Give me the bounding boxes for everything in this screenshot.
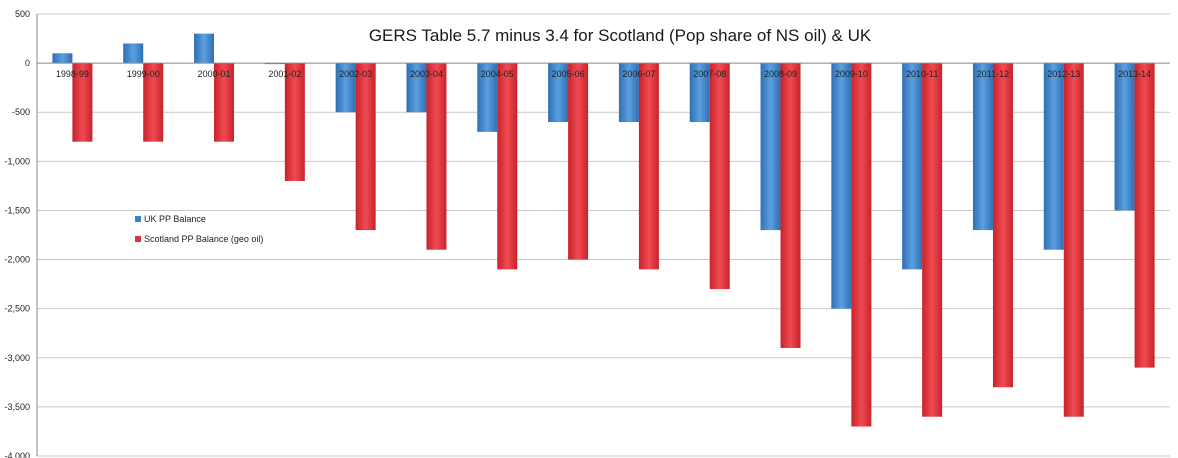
bar-series-1-1999-00	[123, 43, 144, 64]
y-tick-label: -3,000	[4, 353, 30, 363]
x-tick-label: 2013-14	[1118, 69, 1151, 79]
bar-series-1-2009-10	[831, 63, 852, 309]
bar-series-2-2000-01	[214, 63, 235, 142]
y-tick-label: -2,500	[4, 304, 30, 314]
bar-series-2-2013-14	[1134, 63, 1155, 368]
y-tick-label: 500	[15, 9, 30, 19]
bar-series-2-2007-08	[709, 63, 730, 290]
bar-series-2-2005-06	[568, 63, 589, 260]
bar-series-1-2004-05	[477, 63, 498, 132]
y-tick-label: -4,000	[4, 451, 30, 458]
x-tick-label: 2004-05	[481, 69, 514, 79]
x-tick-label: 2009-10	[835, 69, 868, 79]
bar-series-1-2012-13	[1043, 63, 1064, 250]
y-tick-label: -500	[12, 107, 30, 117]
x-tick-label: 2000-01	[198, 69, 231, 79]
bar-series-2-2001-02	[284, 63, 305, 181]
x-tick-label: 2001-02	[268, 69, 301, 79]
bar-series-2-2010-11	[922, 63, 943, 417]
bar-series-1-2001-02	[264, 63, 285, 65]
bar-series-2-2012-13	[1063, 63, 1084, 417]
axes	[36, 14, 1170, 456]
x-axis-tick-labels: 1998-99 1999-00 2000-01 2001-02 2002-03 2003-…	[56, 69, 1151, 79]
y-tick-label: 0	[25, 58, 30, 68]
x-tick-label: 2005-06	[552, 69, 585, 79]
bar-series-1-2010-11	[902, 63, 923, 270]
bar-series-1-1998-99	[52, 53, 73, 64]
x-tick-label: 2012-13	[1047, 69, 1080, 79]
x-tick-label: 2003-04	[410, 69, 443, 79]
y-tick-label: -1,000	[4, 156, 30, 166]
x-tick-label: 2007-08	[693, 69, 726, 79]
legend-label-series-2: Scotland PP Balance (geo oil)	[144, 234, 263, 244]
y-tick-label: -3,500	[4, 402, 30, 412]
legend: UK PP Balance Scotland PP Balance (geo oi…	[135, 214, 263, 244]
legend-swatch-series-1	[135, 216, 141, 222]
x-tick-label: 1999-00	[127, 69, 160, 79]
legend-swatch-series-2	[135, 236, 141, 242]
x-tick-label: 2006-07	[622, 69, 655, 79]
bar-series-2-2002-03	[355, 63, 376, 231]
bar-series-1-2003-04	[406, 63, 427, 113]
legend-label-series-1: UK PP Balance	[144, 214, 206, 224]
bar-series-1-2007-08	[689, 63, 710, 123]
x-tick-label: 2011-12	[977, 69, 1009, 79]
bar-series-1-2002-03	[335, 63, 356, 113]
bar-series-1-2000-01	[194, 33, 215, 64]
x-tick-label: 1998-99	[56, 69, 89, 79]
y-tick-label: -1,500	[4, 205, 30, 215]
bar-series-2-1998-99	[72, 63, 93, 142]
x-tick-label: 2010-11	[906, 69, 938, 79]
bar-series-1-2011-12	[972, 63, 993, 231]
bar-series-2-2009-10	[851, 63, 872, 427]
bar-series-1-2008-09	[760, 63, 781, 231]
bar-series-2-2006-07	[638, 63, 659, 270]
x-tick-label: 2002-03	[339, 69, 372, 79]
bar-series-1-2013-14	[1114, 63, 1135, 211]
bar-series-2-2011-12	[992, 63, 1013, 388]
bar-series-2-1999-00	[143, 63, 164, 142]
bar-series-2-2008-09	[780, 63, 801, 348]
bar-series-2-2003-04	[426, 63, 447, 250]
x-tick-label: 2008-09	[764, 69, 797, 79]
bar-series-1-2006-07	[618, 63, 639, 123]
chart-title: GERS Table 5.7 minus 3.4 for Scotland (P…	[369, 26, 872, 45]
y-axis-tick-labels: 500 0 -500 -1,000 -1,500 -2,000 -2,500 -3,000 -3…	[4, 9, 30, 458]
bars	[52, 33, 1155, 427]
bar-series-2-2004-05	[497, 63, 518, 270]
bar-series-1-2005-06	[548, 63, 569, 123]
y-tick-label: -2,000	[4, 255, 30, 265]
